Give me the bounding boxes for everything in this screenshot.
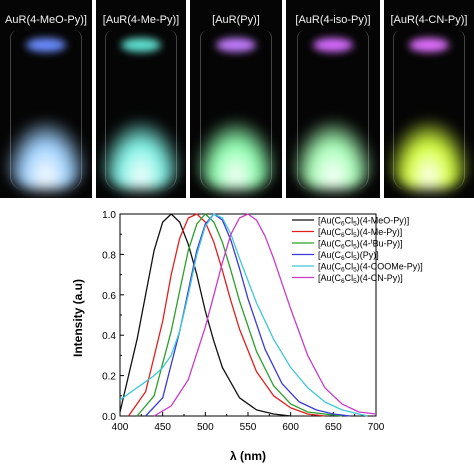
x-tick-label: 450 [154,422,171,433]
legend-entry: [Au(C6Cl5)(4-tBu-Py)] [318,239,403,251]
vial-outline [105,30,177,190]
x-tick-label: 500 [197,422,214,433]
y-tick-label: 0.4 [102,331,116,342]
luminescent-powder [6,120,86,190]
luminescent-powder [196,120,276,190]
legend-entry: [Au(C6Cl5)(4-COOMe-Py)] [318,262,423,274]
x-tick-label: 550 [240,422,257,433]
vial-photo: [AuR(4-Me-Py)] [96,0,186,198]
legend-entry: [Au(C6Cl5)(4-MeO-Py)] [318,216,409,228]
vial-cap-glow [121,38,161,52]
vial-cap-glow [409,38,449,52]
series-line-1 [127,213,325,417]
series-lines [119,213,377,417]
vial-cap-glow [26,38,66,52]
vial-outline [297,30,369,190]
legend: [Au(C6Cl5)(4-MeO-Py)][Au(C6Cl5)(4-Me-Py)… [292,216,423,285]
vial-photo: [AuR(Py)] [190,0,282,198]
legend-entry: [Au(C6Cl5)(4-CN-Py)] [318,273,403,285]
x-tick-label: 650 [325,422,342,433]
luminescent-powder [389,120,469,190]
vial-label: [AuR(4-CN-Py)] [390,14,468,26]
y-axis-label: Intensity (a.u) [71,279,85,357]
y-axis-ticks: 0.0 0.2 0.4 0.6 0.8 1.0 [102,210,124,423]
x-tick-label: 600 [282,422,299,433]
series-line-0 [119,213,291,417]
x-axis-label: λ (nm) [230,449,266,463]
y-tick-label: 0.2 [102,372,116,383]
y-tick-label: 0.8 [102,250,116,261]
vial-label: [AuR(4-Me-Py)] [102,14,180,26]
legend-entry: [Au(C6Cl5)(4-Me-Py)] [318,227,402,239]
luminescent-powder [101,120,181,190]
series-line-5 [153,213,377,417]
luminescent-powder [293,120,373,190]
vial-photo-strip: AuR(4-MeO-Py)] [AuR(4-Me-Py)] [AuR(Py)] [Au… [0,0,474,200]
x-tick-label: 400 [112,422,129,433]
vial-cap-glow [313,38,353,52]
y-tick-label: 1.0 [102,210,116,221]
emission-spectra-chart: 0.0 0.2 0.4 0.6 0.8 1.0 400 450 500 550 600 650 700… [71,210,423,463]
vial-label: AuR(4-MeO-Py)] [5,14,87,26]
vial-label: [AuR(4-iso-Py)] [295,14,371,26]
legend-entry: [Au(C6Cl5)(Py)] [318,250,379,262]
vial-photo: [AuR(4-iso-Py)] [286,0,380,198]
vial-label: [AuR(Py)] [212,14,260,26]
x-tick-label: 700 [368,422,385,433]
y-tick-label: 0.6 [102,291,116,302]
series-line-2 [136,213,342,417]
vial-photo: [AuR(4-CN-Py)] [384,0,474,198]
y-tick-label: 0.0 [102,412,116,423]
vial-photo: AuR(4-MeO-Py)] [0,0,92,198]
series-line-4 [119,213,368,417]
vial-cap-glow [216,38,256,52]
vial-outline [10,30,82,190]
vial-outline [200,30,272,190]
vial-outline [393,30,465,190]
